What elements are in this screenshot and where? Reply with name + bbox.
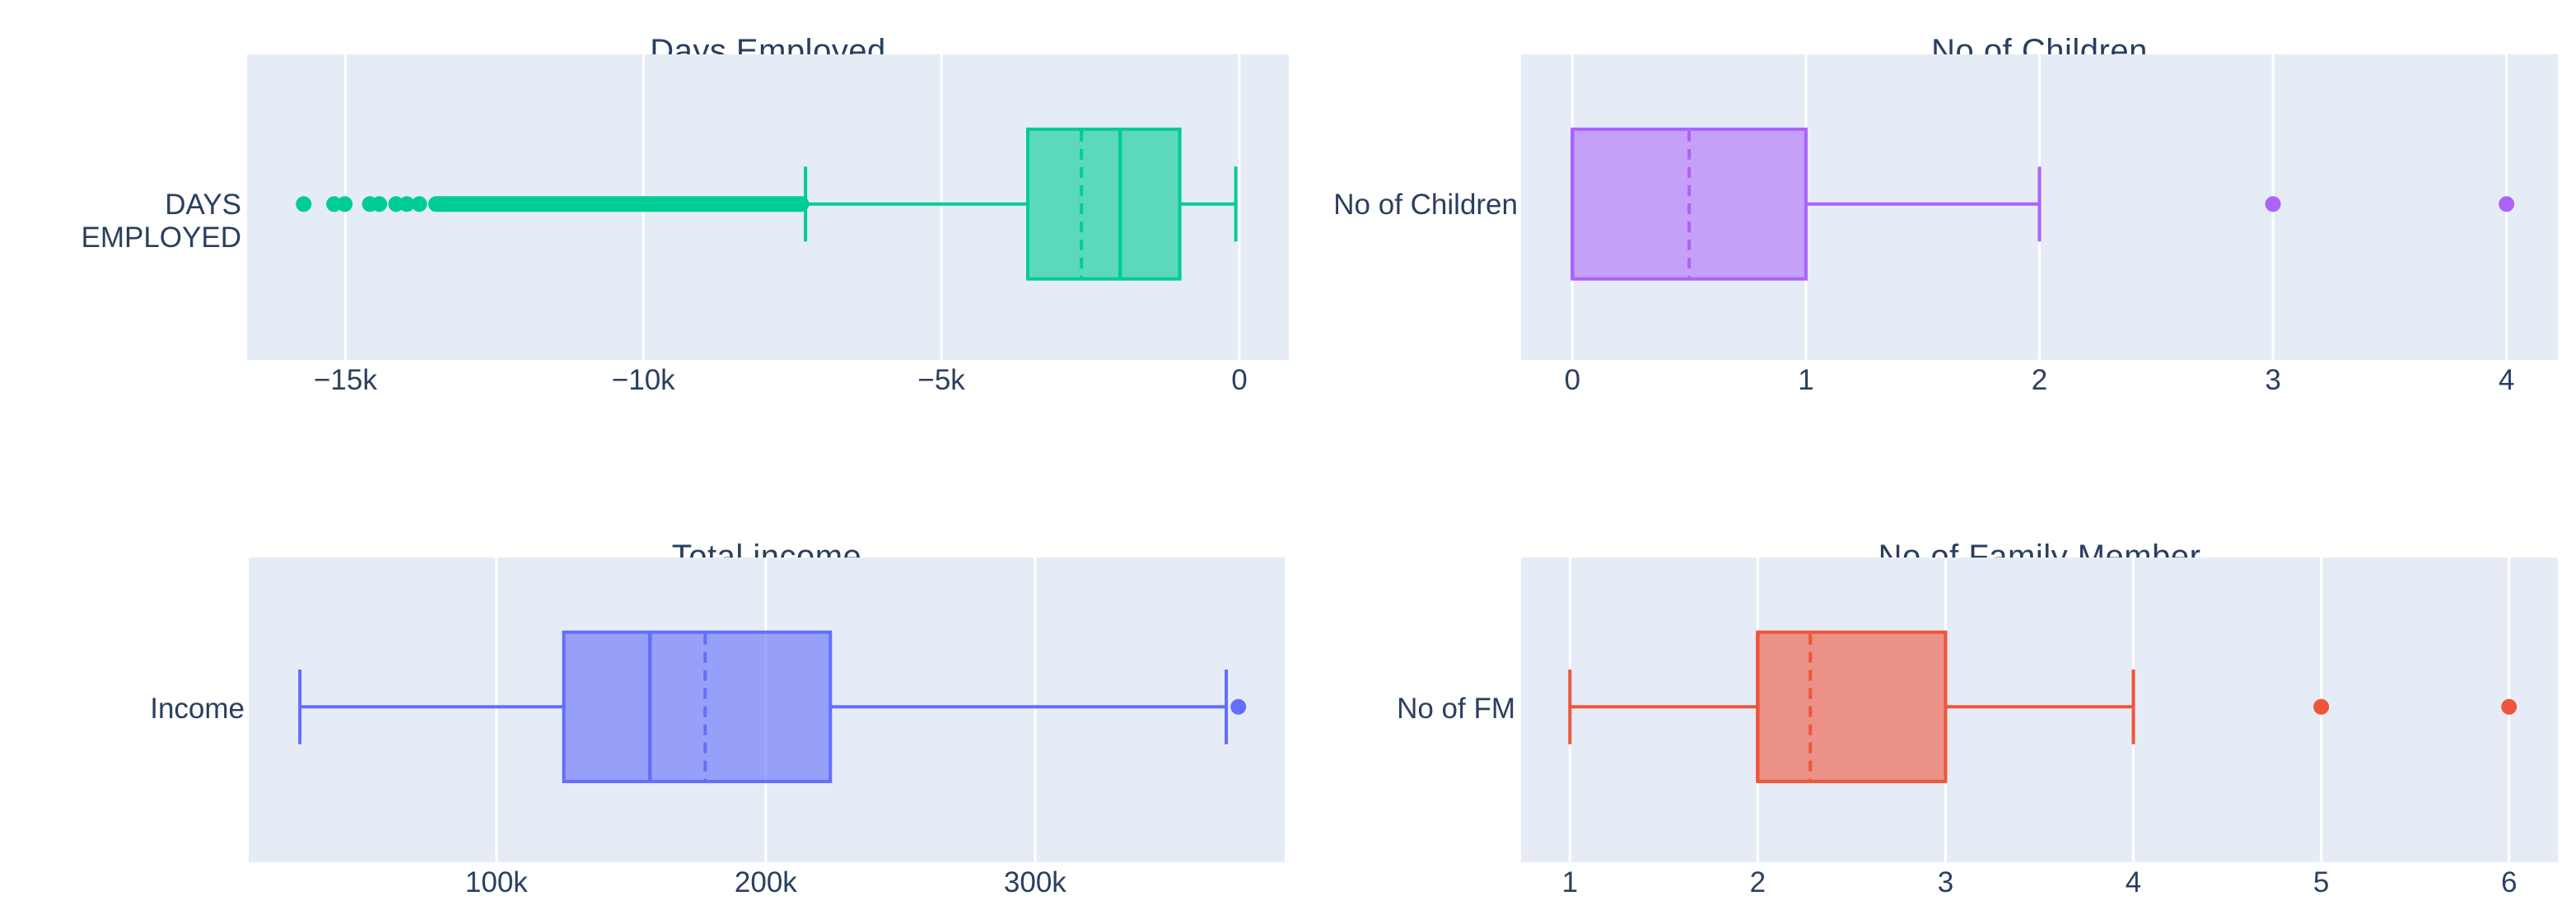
outlier-point: [388, 196, 404, 212]
x-tick-label: 4: [2499, 364, 2514, 396]
x-tick-label: 0: [1231, 364, 1247, 396]
x-tick-label: 3: [2265, 364, 2280, 396]
plot-area[interactable]: 100k 200k 300k: [249, 558, 1285, 910]
box: [1026, 127, 1182, 281]
outlier-point: [337, 196, 353, 212]
x-tick-label: 300k: [1004, 866, 1066, 898]
box: [1756, 630, 1948, 783]
x-tick-label: −15k: [314, 364, 377, 396]
outlier-point: [371, 196, 388, 212]
box: [562, 630, 833, 783]
plot-area[interactable]: −15k −10k −5k 0: [247, 54, 1289, 409]
x-tick-label: 200k: [735, 866, 797, 898]
plot-area[interactable]: 1 2 3 4 5 6: [1521, 558, 2558, 910]
outlier-point: [326, 196, 343, 212]
x-tick-label: −10k: [612, 364, 675, 396]
x-tick-label: 2: [2032, 364, 2047, 396]
outlier-point: [2499, 196, 2515, 212]
x-tick-label: 4: [2126, 866, 2141, 898]
x-tick-label: −5k: [917, 364, 965, 396]
outlier-point: [2501, 698, 2518, 715]
outlier-point: [411, 196, 427, 212]
y-axis-label: No of FM: [1397, 693, 1515, 725]
x-tick-label: 1: [1562, 866, 1578, 898]
y-axis-label: DAYS EMPLOYED: [81, 189, 242, 254]
outlier-point: [296, 196, 312, 212]
outlier-point: [1230, 698, 1247, 715]
x-tick-label: 1: [1798, 364, 1813, 396]
y-axis-label: Income: [150, 693, 245, 725]
plot-area[interactable]: 0 1 2 3 4: [1521, 54, 2558, 409]
x-tick-label: 100k: [465, 866, 528, 898]
y-axis-label: No of Children: [1333, 189, 1518, 221]
x-tick-label: 2: [1750, 866, 1766, 898]
outlier-point: [2265, 196, 2281, 212]
x-tick-label: 0: [1565, 364, 1580, 396]
x-tick-label: 5: [2313, 866, 2329, 898]
x-tick-label: 3: [1938, 866, 1953, 898]
outlier-point: [2313, 698, 2330, 715]
x-tick-label: 6: [2501, 866, 2517, 898]
plot-background[interactable]: [1521, 558, 2558, 862]
outlier-point: [399, 196, 415, 212]
